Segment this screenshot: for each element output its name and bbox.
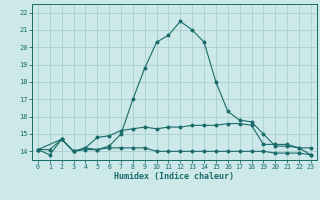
X-axis label: Humidex (Indice chaleur): Humidex (Indice chaleur): [115, 172, 234, 181]
